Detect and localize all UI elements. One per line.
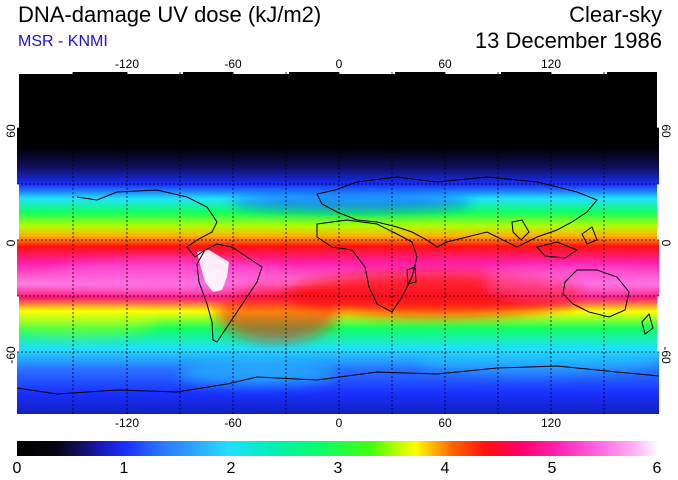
- uv-dose-map: [17, 72, 659, 414]
- colorbar-label-2: 2: [226, 460, 236, 477]
- lat-label-left-2: 0: [4, 239, 18, 247]
- graticule: [17, 72, 659, 414]
- coastlines: [17, 176, 659, 395]
- lat-label-right-3: -60: [659, 346, 673, 364]
- lat-label-left-3: -60: [4, 346, 18, 364]
- lat-label-left-1: 60: [4, 124, 18, 138]
- map-title: DNA-damage UV dose (kJ/m2): [18, 2, 322, 27]
- map-source: MSR - KNMI: [18, 33, 108, 50]
- colorbar-label-4: 4: [440, 460, 450, 477]
- lon-label-bottom-4: 60: [438, 416, 452, 430]
- lon-label-bottom-2: -60: [224, 416, 242, 430]
- lon-label-bottom-5: 120: [540, 416, 562, 430]
- lon-label-bottom-1: -120: [114, 416, 140, 430]
- sky-condition: Clear-sky: [569, 2, 662, 27]
- colorbar-label-1: 1: [119, 460, 129, 477]
- map-date: 13 December 1986: [474, 28, 662, 53]
- andes-bright-area: [197, 250, 229, 292]
- lon-label-top-5: 120: [540, 57, 562, 71]
- color-scale-bar: [17, 441, 659, 456]
- lat-label-right-1: 60: [659, 124, 673, 138]
- colorbar-label-3: 3: [333, 460, 343, 477]
- lon-label-bottom-3: 0: [335, 416, 343, 430]
- lon-label-top-1: -120: [114, 57, 140, 71]
- latitude-edge-ticks: [17, 72, 659, 352]
- lat-label-right-2: 0: [659, 239, 673, 247]
- uv-dose-map-svg: [17, 72, 659, 414]
- lon-label-top-4: 60: [438, 57, 452, 71]
- colorbar-label-5: 5: [547, 460, 557, 477]
- colorbar-label-6: 6: [652, 460, 662, 477]
- lon-label-top-2: -60: [224, 57, 242, 71]
- lon-label-top-3: 0: [335, 57, 343, 71]
- colorbar-label-0: 0: [12, 460, 22, 477]
